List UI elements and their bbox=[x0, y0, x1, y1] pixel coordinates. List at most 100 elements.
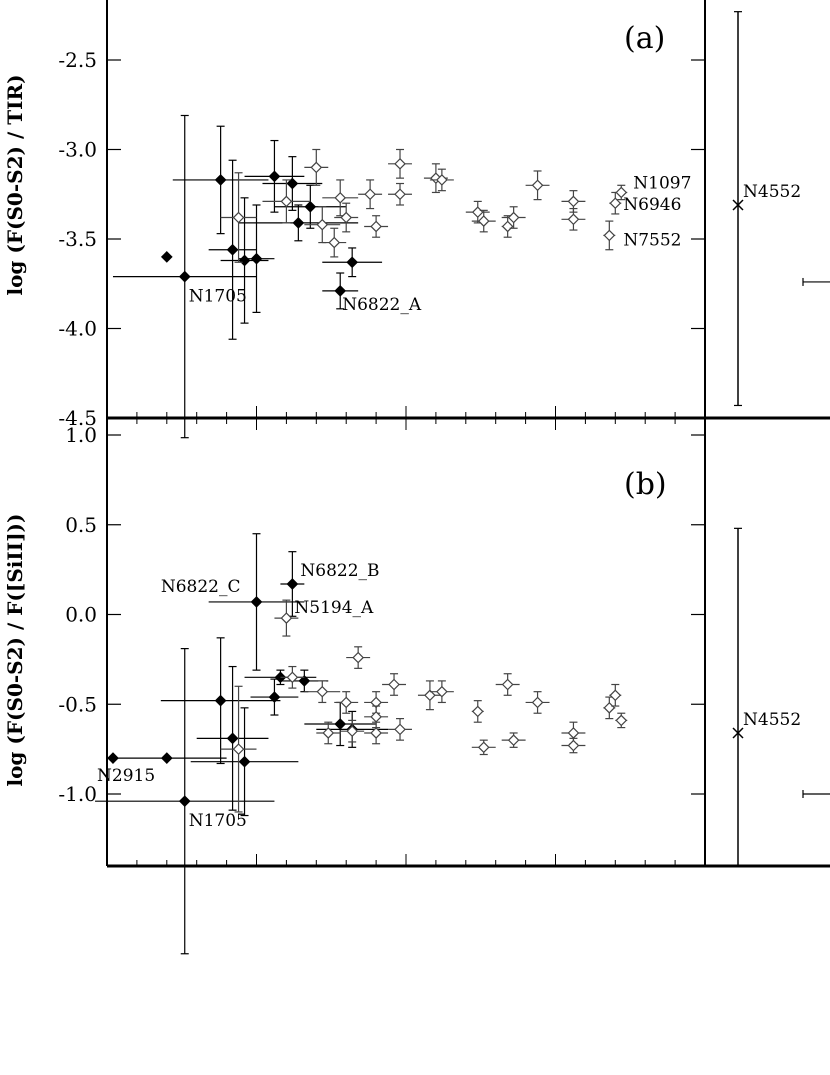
filled-diamond-marker bbox=[334, 285, 347, 297]
open-data-point bbox=[382, 673, 406, 696]
filled-data-point bbox=[322, 272, 359, 310]
open-diamond-marker bbox=[603, 229, 616, 242]
open-diamond-marker bbox=[370, 220, 382, 233]
open-data-point bbox=[304, 680, 341, 704]
open-data-point bbox=[429, 168, 454, 192]
y-tick-label: -0.5 bbox=[58, 692, 97, 716]
open-diamond-marker bbox=[388, 678, 400, 691]
x-marker bbox=[732, 199, 744, 211]
open-diamond-marker bbox=[477, 215, 490, 227]
open-data-point bbox=[364, 215, 389, 238]
open-data-point bbox=[501, 206, 526, 229]
point-label: N5194_A bbox=[294, 598, 374, 618]
filled-data-point bbox=[107, 752, 227, 764]
open-data-point bbox=[334, 691, 359, 714]
filled-diamond-marker bbox=[346, 256, 359, 269]
filled-diamond-marker bbox=[268, 170, 281, 183]
open-data-point bbox=[501, 215, 514, 238]
open-data-point bbox=[388, 182, 412, 206]
filled-data-point bbox=[208, 159, 257, 340]
open-diamond-marker bbox=[507, 211, 520, 224]
open-data-point bbox=[388, 148, 412, 179]
filled-diamond-marker bbox=[214, 694, 227, 707]
open-data-point bbox=[525, 691, 550, 714]
y-tick-label: -4.0 bbox=[58, 317, 97, 341]
open-data-point bbox=[316, 721, 341, 745]
open-data-point bbox=[340, 719, 365, 743]
x-marker bbox=[732, 727, 744, 739]
open-diamond-marker bbox=[286, 671, 299, 684]
open-data-point bbox=[603, 696, 616, 720]
open-data-point bbox=[603, 220, 616, 251]
y-tick-label: 0.0 bbox=[65, 603, 97, 627]
filled-diamond-marker bbox=[250, 596, 263, 608]
filled-diamond-marker bbox=[286, 177, 299, 190]
open-diamond-marker bbox=[334, 191, 347, 204]
open-diamond-marker bbox=[346, 725, 359, 738]
filled-diamond-marker bbox=[214, 174, 227, 186]
panel-b-label: (b) bbox=[624, 467, 667, 502]
filled-diamond-marker bbox=[178, 270, 191, 283]
open-data-point bbox=[280, 665, 305, 689]
filled-diamond-marker bbox=[292, 217, 305, 229]
point-label: N6946 bbox=[623, 195, 681, 215]
open-diamond-marker bbox=[394, 157, 406, 170]
open-diamond-marker bbox=[477, 741, 490, 754]
open-diamond-marker bbox=[280, 195, 293, 208]
y-tick-label: -3.0 bbox=[58, 138, 97, 162]
filled-data-point bbox=[280, 551, 305, 617]
open-data-point bbox=[274, 599, 299, 637]
point-label: N4552 bbox=[743, 182, 801, 202]
open-diamond-marker bbox=[322, 727, 335, 739]
filled-data-point bbox=[190, 707, 299, 817]
open-diamond-marker bbox=[436, 174, 448, 186]
filled-diamond-marker bbox=[286, 578, 299, 590]
filled-diamond-marker bbox=[160, 251, 173, 263]
filled-diamond-marker bbox=[178, 795, 191, 808]
open-diamond-marker bbox=[340, 211, 353, 224]
open-data-point bbox=[220, 172, 257, 263]
point-label: N4552 bbox=[743, 710, 801, 730]
filled-diamond-marker bbox=[268, 691, 281, 703]
filled-diamond-marker bbox=[226, 243, 239, 256]
filled-data-point bbox=[250, 678, 299, 716]
point-label: N2915 bbox=[97, 766, 155, 786]
point-label: N6822_B bbox=[300, 561, 379, 581]
open-diamond-marker bbox=[328, 236, 341, 249]
open-data-point bbox=[364, 721, 389, 745]
open-data-point bbox=[358, 179, 383, 210]
y-tick-label: -2.5 bbox=[58, 48, 97, 72]
open-diamond-marker bbox=[501, 678, 514, 691]
open-data-point bbox=[465, 200, 490, 224]
filled-data-point bbox=[280, 669, 329, 693]
filled-data-point bbox=[172, 125, 269, 235]
point-label: N1705 bbox=[189, 811, 247, 831]
open-diamond-marker bbox=[364, 188, 376, 201]
open-diamond-marker bbox=[340, 696, 353, 709]
open-diamond-marker bbox=[310, 161, 323, 174]
open-diamond-marker bbox=[531, 179, 544, 192]
point-label: N6822_C bbox=[161, 577, 241, 597]
open-diamond-marker bbox=[394, 723, 406, 736]
open-data-point bbox=[609, 191, 622, 215]
point-label: N1705 bbox=[189, 287, 247, 307]
y-tick-label: -4.5 bbox=[58, 406, 97, 430]
filled-data-point bbox=[322, 247, 383, 278]
open-diamond-marker bbox=[531, 696, 544, 709]
open-diamond-marker bbox=[280, 612, 293, 624]
y-tick-label: 0.5 bbox=[65, 513, 97, 537]
filled-data-point bbox=[196, 665, 269, 811]
open-data-point bbox=[262, 179, 311, 224]
y-tick-label: -3.5 bbox=[58, 227, 97, 251]
open-data-point bbox=[609, 683, 622, 707]
open-data-point bbox=[388, 718, 412, 741]
open-data-point bbox=[471, 700, 484, 723]
open-data-point bbox=[322, 227, 347, 258]
panel-a: log (F(S0-S2) / TIR) (a) -2.5 -3.0 -3.5 -4.… bbox=[3, 0, 830, 439]
filled-data-point bbox=[244, 139, 305, 213]
open-diamond-marker bbox=[316, 685, 329, 698]
open-data-point bbox=[304, 148, 329, 186]
open-diamond-marker bbox=[609, 689, 622, 702]
open-diamond-marker bbox=[352, 651, 365, 664]
